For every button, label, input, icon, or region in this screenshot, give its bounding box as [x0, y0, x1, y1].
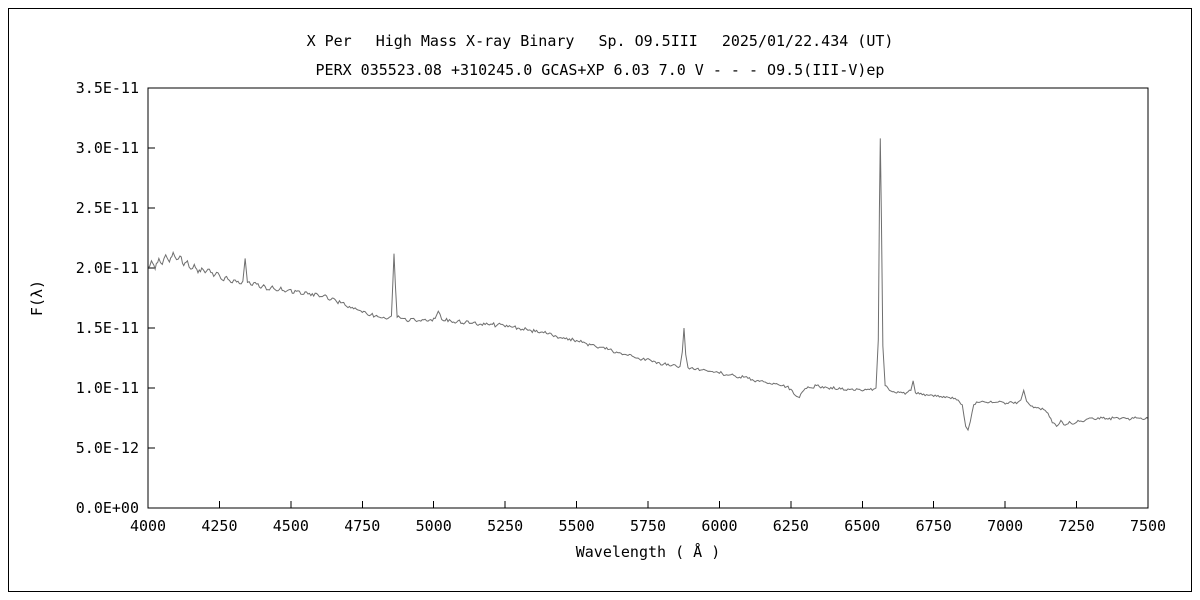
spectrum-line: [147, 138, 1149, 432]
y-tick-label: 5.0E-12: [76, 439, 139, 457]
x-tick-label: 6500: [844, 517, 880, 535]
x-tick-label: 7000: [987, 517, 1023, 535]
chart-title-line2: PERX 035523.08 +310245.0 GCAS+XP 6.03 7.…: [316, 61, 885, 79]
x-tick-label: 6000: [701, 517, 737, 535]
x-tick-label: 4500: [273, 517, 309, 535]
y-axis-label: F(λ): [28, 280, 46, 316]
plot-area: 4000 4250 4500 4750 5000 5250 5500 5750 6000 6250…: [76, 79, 1166, 535]
y-tick-label: 0.0E+00: [76, 499, 139, 517]
y-tick-label: 1.0E-11: [76, 379, 139, 397]
x-tick-label: 6250: [773, 517, 809, 535]
y-tick-label: 3.5E-11: [76, 79, 139, 97]
x-tick-label: 5000: [416, 517, 452, 535]
x-tick-label: 4000: [130, 517, 166, 535]
x-tick-label: 6750: [916, 517, 952, 535]
x-tick-label: 4250: [201, 517, 237, 535]
x-tick-label: 7500: [1130, 517, 1166, 535]
x-tick-label: 5250: [487, 517, 523, 535]
y-tick-label: 2.5E-11: [76, 199, 139, 217]
y-tick-label: 1.5E-11: [76, 319, 139, 337]
x-tick-label: 4750: [344, 517, 380, 535]
x-axis-label: Wavelength ( Å ): [576, 542, 721, 561]
x-tick-label: 5750: [630, 517, 666, 535]
x-tick-label: 5500: [559, 517, 595, 535]
chart-title-line1: X Per High Mass X-ray Binary Sp. O9.5III…: [307, 32, 894, 50]
y-tick-label: 2.0E-11: [76, 259, 139, 277]
outer-frame: [8, 8, 1192, 592]
plot-border: [147, 87, 1149, 509]
y-tick-label: 3.0E-11: [76, 139, 139, 157]
x-tick-label: 7250: [1059, 517, 1095, 535]
